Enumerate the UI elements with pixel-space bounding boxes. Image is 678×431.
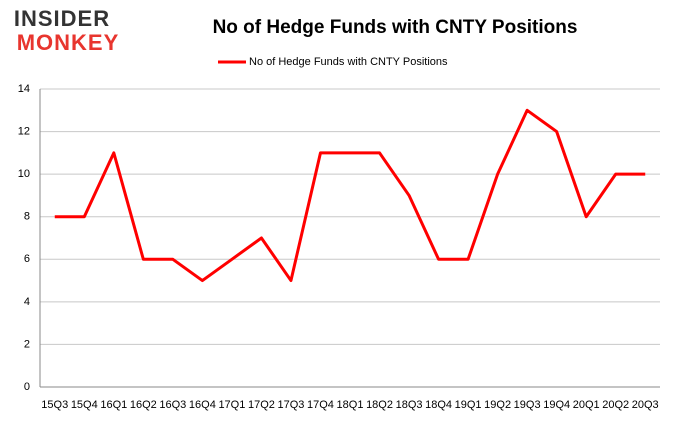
x-tick-label: 18Q3: [396, 399, 423, 411]
y-tick-label: 10: [18, 168, 30, 180]
x-tick-label: 17Q3: [277, 399, 304, 411]
x-tick-label: 20Q2: [602, 399, 629, 411]
x-tick-label: 15Q3: [41, 399, 68, 411]
y-tick-label: 8: [24, 211, 30, 223]
x-tick-label: 19Q2: [484, 399, 511, 411]
y-tick-label: 0: [24, 381, 30, 393]
logo-bottom: MONKEY: [17, 30, 120, 55]
x-tick-label: 20Q1: [573, 399, 600, 411]
x-tick-label: 16Q3: [159, 399, 186, 411]
x-tick-label: 18Q1: [337, 399, 364, 411]
x-tick-label: 18Q4: [425, 399, 452, 411]
x-tick-label: 16Q2: [130, 399, 157, 411]
x-tick-label: 17Q4: [307, 399, 334, 411]
y-tick-label: 2: [24, 338, 30, 350]
x-tick-label: 15Q4: [71, 399, 98, 411]
y-tick-label: 4: [24, 296, 30, 308]
y-tick-label: 12: [18, 125, 30, 137]
line-series: [54, 108, 646, 283]
y-tick-label: 6: [24, 253, 30, 265]
x-tick-label: 17Q1: [218, 399, 245, 411]
chart-title: No of Hedge Funds with CNTY Positions: [213, 17, 578, 38]
x-tick-label: 16Q4: [189, 399, 216, 411]
logo-top: INSIDER: [14, 6, 110, 31]
x-tick-label: 19Q4: [543, 399, 570, 411]
legend-label: No of Hedge Funds with CNTY Positions: [249, 56, 448, 68]
y-tick-label: 14: [18, 83, 30, 95]
x-tick-label: 17Q2: [248, 399, 275, 411]
x-tick-label: 18Q2: [366, 399, 393, 411]
x-tick-label: 19Q3: [514, 399, 541, 411]
x-tick-label: 20Q3: [632, 399, 659, 411]
x-tick-label: 19Q1: [455, 399, 482, 411]
x-tick-label: 16Q1: [100, 399, 127, 411]
